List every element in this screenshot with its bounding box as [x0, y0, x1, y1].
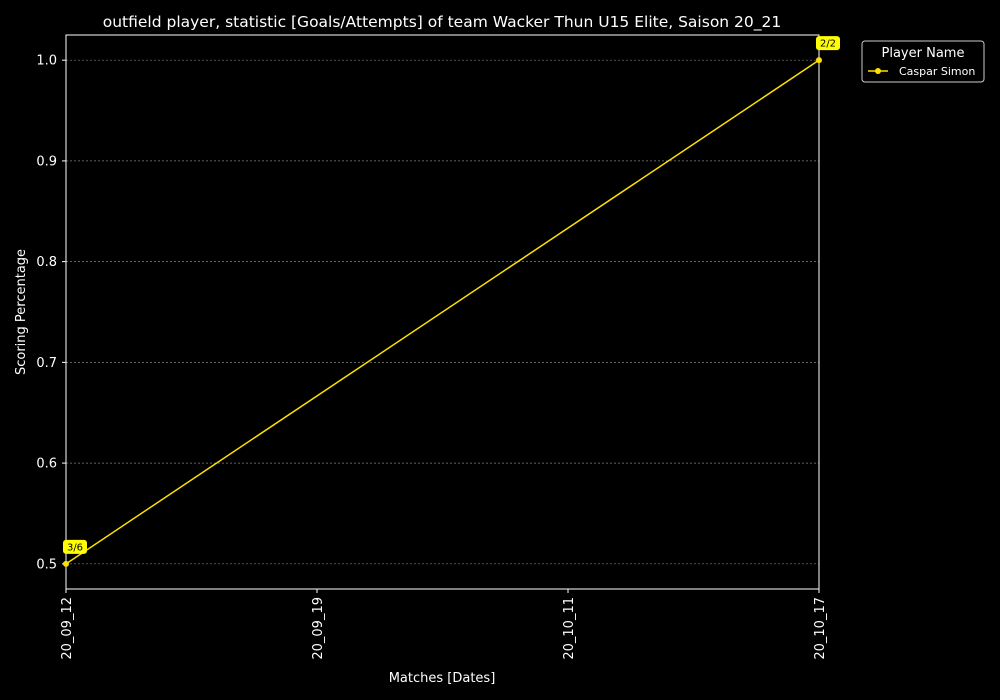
- x-axis-title: Matches [Dates]: [389, 671, 496, 686]
- legend: Player Name Caspar Simon: [861, 40, 985, 83]
- x-axis: 20_09_12 20_09_19 20_10_11 20_10_17: [60, 589, 828, 660]
- x-tick-label: 20_10_17: [813, 597, 828, 660]
- plot-frame: [65, 34, 820, 590]
- y-tick-label: 0.5: [36, 557, 57, 572]
- legend-title: Player Name: [882, 46, 965, 61]
- data-label-box: [816, 36, 840, 51]
- x-tick-label: 20_09_12: [60, 597, 75, 660]
- series-line: [65, 59, 820, 565]
- data-point: [63, 560, 69, 567]
- y-tick-label: 0.8: [36, 255, 57, 270]
- data-point: [816, 57, 822, 64]
- y-tick-label: 1.0: [36, 54, 57, 69]
- x-tick-label: 20_09_19: [311, 597, 326, 660]
- y-tick-label: 0.7: [36, 356, 57, 371]
- data-label: 2/2: [820, 39, 836, 50]
- y-tick-label: 0.6: [36, 457, 57, 472]
- y-tick-label: 0.9: [36, 154, 57, 169]
- data-label-box: [63, 539, 87, 554]
- y-axis: 0.5 0.6 0.7 0.8 0.9 1.0: [36, 54, 66, 572]
- series-layer: [63, 57, 822, 567]
- legend-point-marker: [875, 68, 881, 74]
- grid: [66, 59, 819, 565]
- x-tick-label: 20_10_11: [562, 597, 577, 660]
- legend-box: [861, 40, 985, 83]
- annotations: 3/6 2/2: [63, 36, 840, 554]
- legend-entry-label: Caspar Simon: [899, 65, 975, 78]
- data-label: 3/6: [67, 542, 83, 553]
- y-axis-title: Scoring Percentage: [14, 249, 29, 375]
- chart-title: outfield player, statistic [Goals/Attemp…: [103, 13, 782, 32]
